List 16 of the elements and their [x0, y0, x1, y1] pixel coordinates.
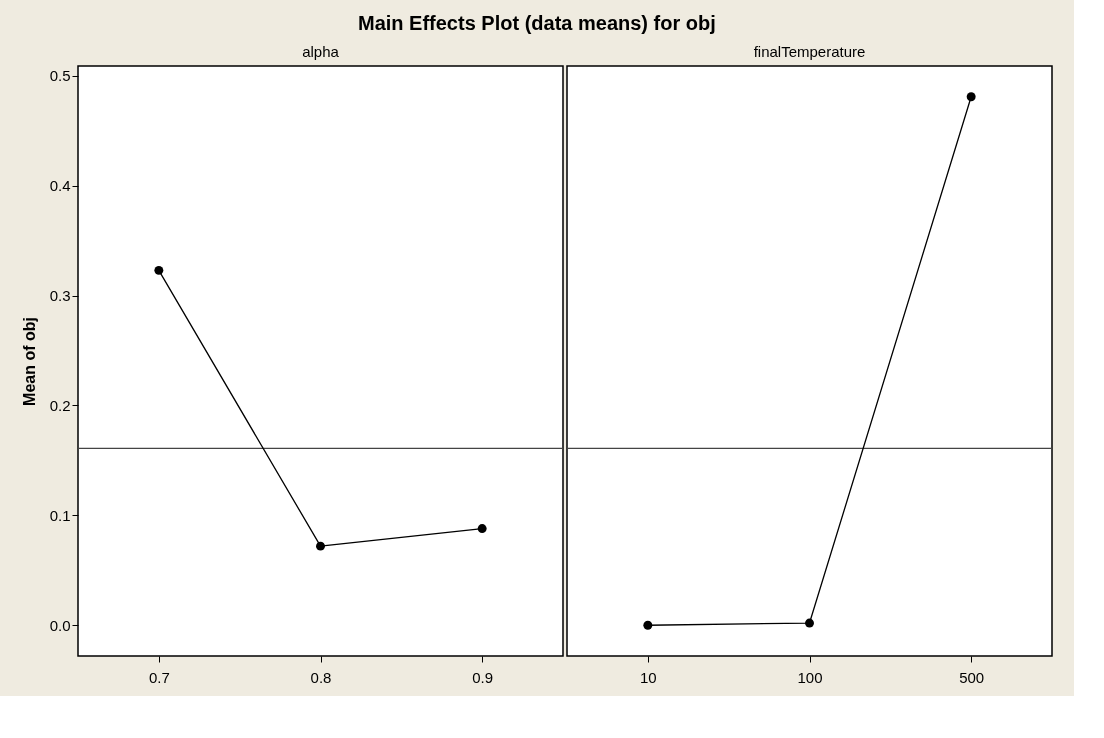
x-tick-label: 100 — [797, 668, 823, 686]
y-tick-label: 0.3 — [49, 287, 71, 305]
chart-title: Main Effects Plot (data means) for obj — [357, 12, 716, 35]
x-axis-title: finalTemperature — [753, 43, 866, 60]
x-tick-label: 10 — [639, 668, 657, 686]
y-tick-label: 0.1 — [49, 506, 71, 524]
y-tick-label: 0.2 — [49, 397, 71, 414]
x-tick-label: 500 — [959, 668, 985, 686]
x-tick-label: 0.8 — [310, 668, 332, 686]
x-tick-label: 0.9 — [472, 668, 494, 686]
y-tick-label: 0.5 — [49, 67, 71, 85]
y-tick-label: 0.4 — [49, 177, 71, 195]
y-axis-title: Mean of obj — [20, 317, 38, 406]
y-tick-label: 0.0 — [49, 616, 71, 634]
x-axis-title: alpha — [302, 43, 340, 60]
x-tick-label: 0.7 — [148, 668, 170, 686]
